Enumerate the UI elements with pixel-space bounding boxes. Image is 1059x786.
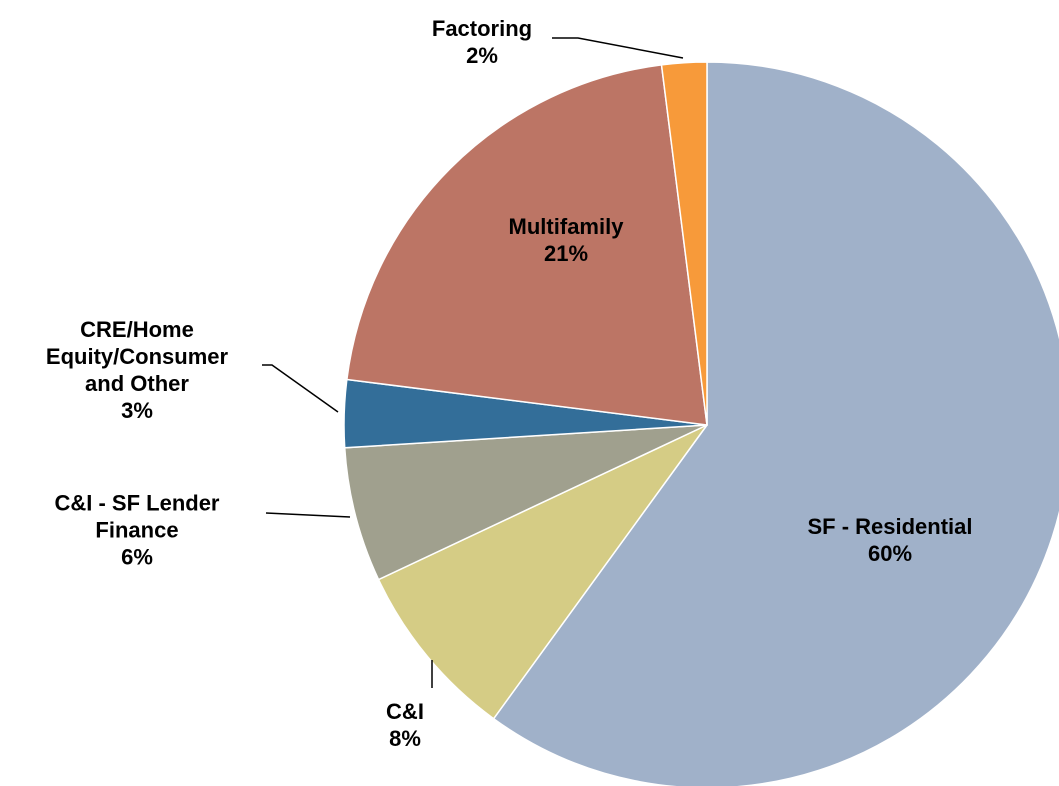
category-label: SF - Residential [807,514,973,539]
slice [660,61,708,426]
leader-line [552,37,684,59]
value-label: 2% [466,43,498,68]
slice [343,424,708,581]
value-label: 6% [121,544,153,570]
slice [346,64,708,426]
category-label: C&I [386,699,424,724]
value-label: 21% [543,241,589,266]
slice-label: Factoring 2% [402,15,562,69]
value-label: 8% [389,726,421,751]
category-label: Factoring [431,16,533,41]
slice-label: SF - Residential 60% [770,513,1010,567]
category-label: CRE/Home Equity/Consumer and Other [45,317,229,396]
leader-lines [262,37,684,688]
slice [377,424,708,720]
slice-label: C&I - SF Lender Finance 6% [32,490,242,571]
slice-label: C&I 8% [355,698,455,752]
slice-label: CRE/Home Equity/Consumer and Other 3% [37,316,237,424]
slices [343,61,1059,786]
leader-line [265,512,351,518]
category-label: C&I - SF Lender Finance [54,490,220,543]
value-label: 3% [121,398,153,423]
value-label: 60% [867,541,913,566]
slice [492,61,1059,786]
slice-label: Multifamily 21% [476,213,656,267]
category-label: Multifamily [508,214,624,239]
leader-line [262,364,339,413]
